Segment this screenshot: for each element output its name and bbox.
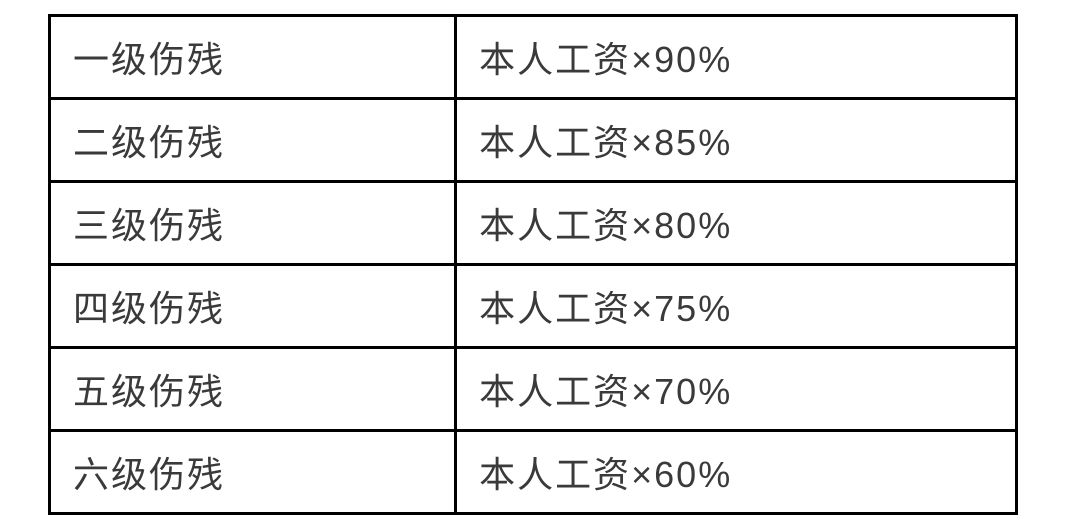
disability-level-cell: 一级伤残 — [50, 16, 456, 99]
allowance-cell: 本人工资×60% — [456, 431, 1017, 514]
disability-level-cell: 六级伤残 — [50, 431, 456, 514]
allowance-cell: 本人工资×80% — [456, 182, 1017, 265]
disability-level-cell: 三级伤残 — [50, 182, 456, 265]
allowance-cell: 本人工资×75% — [456, 265, 1017, 348]
disability-allowance-table-container: 一级伤残 本人工资×90% 二级伤残 本人工资×85% 三级伤残 本人工资×80… — [48, 14, 1018, 515]
table-row: 五级伤残 本人工资×70% — [50, 348, 1017, 431]
disability-level-cell: 二级伤残 — [50, 99, 456, 182]
table-row: 六级伤残 本人工资×60% — [50, 431, 1017, 514]
table-row: 二级伤残 本人工资×85% — [50, 99, 1017, 182]
table-row: 四级伤残 本人工资×75% — [50, 265, 1017, 348]
table-row: 一级伤残 本人工资×90% — [50, 16, 1017, 99]
disability-allowance-table: 一级伤残 本人工资×90% 二级伤残 本人工资×85% 三级伤残 本人工资×80… — [48, 14, 1018, 515]
disability-level-cell: 四级伤残 — [50, 265, 456, 348]
disability-level-cell: 五级伤残 — [50, 348, 456, 431]
allowance-cell: 本人工资×85% — [456, 99, 1017, 182]
allowance-cell: 本人工资×70% — [456, 348, 1017, 431]
table-row: 三级伤残 本人工资×80% — [50, 182, 1017, 265]
allowance-cell: 本人工资×90% — [456, 16, 1017, 99]
